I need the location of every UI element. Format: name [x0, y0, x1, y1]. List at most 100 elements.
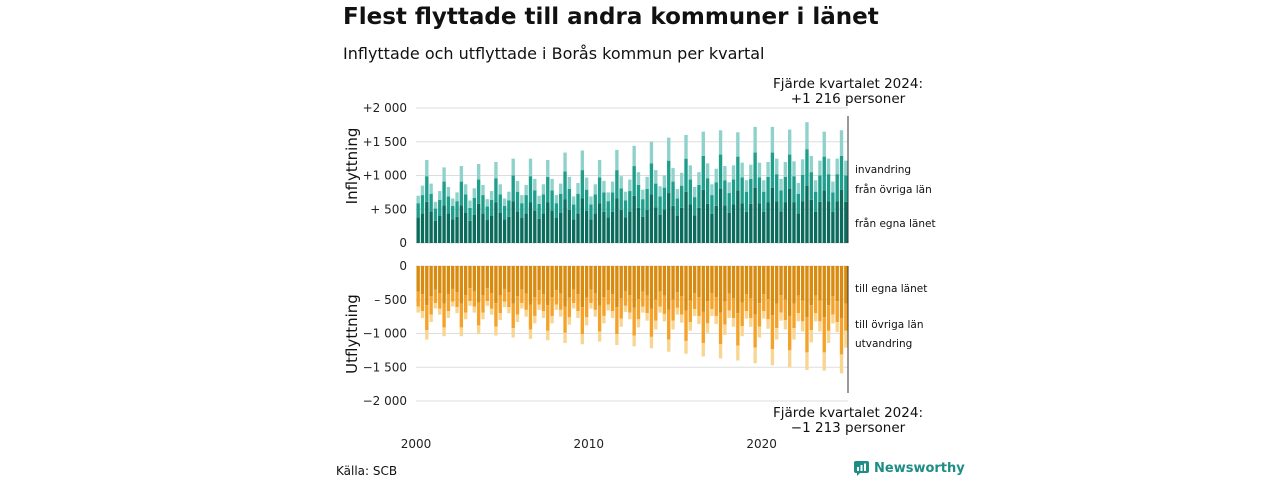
bar-inflow-segment — [792, 161, 796, 177]
bar-inflow-segment — [844, 160, 848, 176]
bar-inflow-segment — [654, 183, 658, 208]
bar-outflow-segment — [520, 303, 524, 309]
bar-inflow-segment — [589, 219, 593, 244]
bar-inflow-segment — [662, 209, 667, 243]
bar-inflow-segment — [584, 177, 589, 190]
bar-inflow-segment — [420, 195, 425, 214]
bar-inflow-segment — [749, 164, 753, 179]
bar-inflow-segment — [718, 130, 723, 155]
bar-outflow-segment — [476, 266, 481, 303]
bar-inflow-segment — [701, 131, 705, 156]
bar-inflow-segment — [680, 172, 684, 186]
bar-outflow-segment — [425, 305, 429, 331]
bar-inflow-segment — [831, 181, 835, 193]
bar-inflow-segment — [692, 215, 697, 243]
bar-outflow-segment — [749, 266, 753, 299]
bar-outflow-segment — [662, 313, 667, 322]
bar-outflow-segment — [498, 313, 502, 320]
x-tick-label: 2000 — [401, 437, 432, 451]
bar-inflow-segment — [692, 197, 697, 216]
bar-inflow-segment — [658, 186, 662, 197]
bar-inflow-segment — [563, 152, 567, 172]
bar-inflow-segment — [567, 176, 572, 189]
bar-inflow-segment — [494, 202, 498, 243]
bar-outflow-segment — [524, 309, 528, 317]
bar-outflow-segment — [610, 311, 615, 318]
bar-outflow-segment — [420, 311, 425, 318]
bar-outflow-segment — [554, 266, 559, 291]
bar-inflow-segment — [416, 203, 420, 218]
bar-inflow-segment — [455, 192, 459, 202]
bar-outflow-segment — [800, 266, 805, 301]
bar-outflow-segment — [459, 303, 464, 328]
bar-outflow-segment — [723, 324, 727, 335]
bar-inflow-segment — [533, 178, 537, 191]
bar-inflow-segment — [433, 208, 438, 221]
bar-outflow-segment — [489, 266, 494, 293]
bar-inflow-segment — [498, 184, 502, 195]
bar-inflow-segment — [813, 191, 818, 212]
bar-inflow-segment — [451, 219, 455, 244]
bar-inflow-segment — [783, 202, 788, 243]
bar-outflow-segment — [736, 266, 740, 314]
bar-outflow-segment — [718, 312, 723, 345]
bar-inflow-segment — [705, 178, 710, 204]
bar-inflow-segment — [796, 182, 801, 194]
bar-inflow-segment — [775, 174, 779, 202]
bar-inflow-segment — [541, 184, 546, 195]
bar-outflow-segment — [649, 308, 654, 337]
bar-inflow-segment — [485, 220, 489, 243]
bar-outflow-segment — [835, 266, 839, 302]
bar-inflow-segment — [472, 214, 477, 243]
bar-inflow-segment — [438, 216, 442, 243]
bar-inflow-segment — [731, 165, 736, 180]
bar-inflow-segment — [455, 216, 459, 244]
bar-inflow-segment — [502, 205, 507, 220]
bar-inflow-segment — [813, 180, 818, 192]
bar-inflow-segment — [472, 188, 477, 198]
bar-outflow-segment — [675, 266, 680, 293]
bar-outflow-segment — [805, 317, 809, 353]
bar-inflow-segment — [658, 196, 662, 215]
bar-outflow-segment — [420, 294, 425, 312]
bar-outflow-segment — [649, 266, 654, 309]
bar-outflow-segment — [662, 266, 667, 296]
bar-outflow-segment — [749, 298, 753, 318]
bar-outflow-segment — [455, 292, 459, 308]
bar-inflow-segment — [641, 199, 645, 217]
bar-outflow-segment — [779, 295, 783, 313]
bar-inflow-segment — [619, 209, 623, 244]
bar-inflow-segment — [697, 172, 701, 185]
bar-outflow-segment — [498, 295, 502, 314]
bar-inflow-segment — [731, 204, 736, 244]
bar-inflow-segment — [675, 216, 680, 243]
bar-outflow-segment — [632, 266, 636, 308]
bar-outflow-segment — [550, 297, 554, 316]
bar-inflow-segment — [800, 201, 805, 243]
outflow-y-ticks: 0 – 500 −1 000 −1 500 −2 000 — [363, 259, 407, 408]
bar-outflow-segment — [580, 307, 585, 335]
bar-outflow-segment — [511, 303, 515, 329]
bar-inflow-segment — [753, 152, 757, 188]
bar-outflow-segment — [680, 296, 684, 315]
bar-outflow-segment — [472, 306, 477, 313]
legend-label-fran-ovriga-lan: från övriga län — [855, 183, 932, 196]
bar-outflow-segment — [619, 266, 623, 299]
bar-inflow-segment — [831, 192, 835, 212]
bar-outflow-segment — [757, 266, 762, 304]
bar-outflow-segment — [589, 303, 593, 309]
bar-outflow-segment — [584, 297, 589, 318]
bar-outflow-segment — [451, 301, 455, 307]
bar-outflow-segment — [464, 295, 468, 313]
bar-inflow-segment — [520, 218, 524, 244]
bar-inflow-segment — [610, 181, 615, 193]
bar-inflow-segment — [835, 174, 839, 202]
bar-inflow-segment — [550, 178, 554, 191]
bar-inflow-segment — [464, 184, 468, 195]
bar-inflow-segment — [645, 176, 649, 189]
bar-inflow-segment — [455, 201, 459, 217]
bar-inflow-segment — [468, 207, 472, 221]
bar-outflow-segment — [485, 288, 489, 302]
bar-inflow-segment — [528, 158, 533, 177]
bar-outflow-segment — [740, 266, 744, 303]
